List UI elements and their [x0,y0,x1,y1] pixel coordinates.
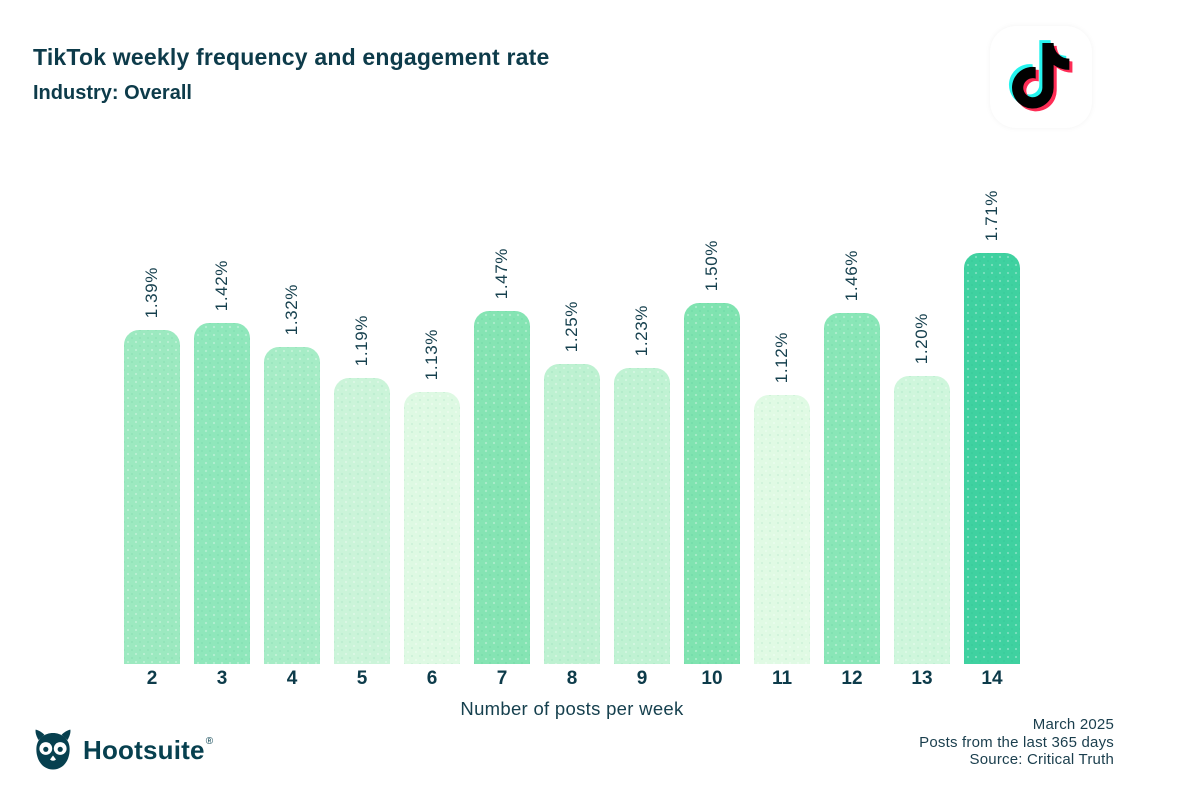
bar-value-label: 1.47% [492,247,511,299]
bar-column: 1.20% [894,313,950,664]
x-tick-label: 14 [981,668,1003,689]
chart-subtitle: Industry: Overall [33,82,192,104]
chart-title: TikTok weekly frequency and engagement r… [33,44,550,70]
source-attribution: Source: Critical Truth [969,751,1114,768]
x-tick-label: 10 [701,668,723,689]
hootsuite-wordmark: Hootsuite [83,734,205,765]
bar-value-label: 1.46% [842,249,861,301]
bar-column: 1.46% [824,250,880,664]
bar-column: 1.71% [964,190,1020,664]
bar-column: 1.47% [474,248,530,664]
x-tick-label: 6 [426,668,438,689]
bar [264,347,320,664]
bar-column: 1.39% [124,267,180,664]
source-info: March 2025 Posts from the last 365 days … [919,716,1114,769]
bar [334,378,390,664]
source-date: March 2025 [1032,716,1114,733]
x-tick-label: 9 [636,668,648,689]
bar-value-label: 1.19% [352,314,371,366]
chart-header: TikTok weekly frequency and engagement r… [33,44,549,105]
x-tick-label: 13 [911,668,933,689]
bar-column: 1.32% [264,284,320,664]
tiktok-note-icon [1008,40,1073,112]
tiktok-logo [990,26,1092,128]
bar [754,395,810,664]
registered-mark: ® [205,736,214,748]
bar-value-label: 1.23% [632,304,651,356]
bar-value-label: 1.39% [142,266,161,318]
x-tick-label: 12 [841,668,863,689]
bar-value-label: 1.71% [982,189,1001,241]
bar [404,392,460,664]
bar-value-label: 1.25% [562,300,581,352]
x-axis-title: Number of posts per week [460,698,684,719]
bar-column: 1.12% [754,332,810,664]
bar [614,368,670,664]
bar-column: 1.50% [684,240,740,664]
bar-column: 1.23% [614,305,670,664]
x-tick-label: 8 [566,668,578,689]
bar [544,364,600,664]
bar-value-label: 1.13% [422,328,441,380]
bar-value-label: 1.12% [772,331,791,383]
x-tick-label: 5 [356,668,368,689]
bar-value-label: 1.20% [912,312,931,364]
x-tick-label: 4 [286,668,298,689]
bar-value-label: 1.50% [702,239,721,291]
x-tick-label: 11 [771,668,793,689]
bar [124,330,180,664]
bar-column: 1.25% [544,301,600,664]
bar [824,313,880,664]
bar-column: 1.42% [194,260,250,664]
bar [894,376,950,664]
bar [194,323,250,664]
x-tick-label: 7 [496,668,508,689]
hootsuite-owl-icon [35,729,71,770]
bar-value-label: 1.32% [282,283,301,335]
bar [964,253,1020,664]
bar-column: 1.19% [334,315,390,664]
bar-column: 1.13% [404,329,460,664]
hootsuite-logo: Hootsuite® [32,728,214,772]
source-range: Posts from the last 365 days [919,733,1114,751]
bar [474,311,530,664]
bar [684,303,740,664]
bar-chart: 1.39% 1.42% 1.32% 1.19% 1.13% 1.47% 1.25% 1.23%… [124,190,1020,664]
x-axis-ticks: 2 3 4 5 6 7 8 9 10 11 12 13 14 [124,668,1020,690]
x-tick-label: 3 [216,668,228,689]
x-tick-label: 2 [146,668,158,689]
bar-value-label: 1.42% [212,259,231,311]
